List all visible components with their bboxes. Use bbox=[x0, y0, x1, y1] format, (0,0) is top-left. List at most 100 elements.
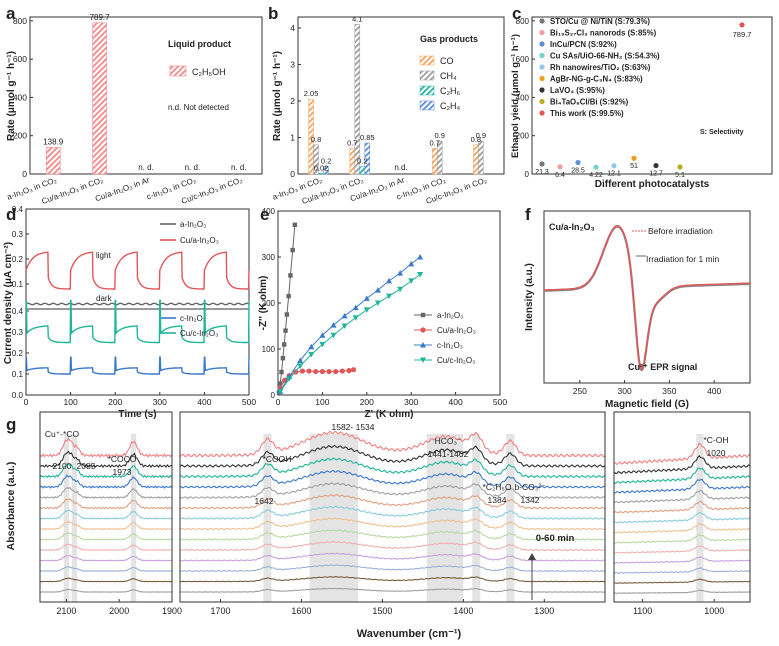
data-point bbox=[326, 368, 332, 375]
selectivity-note: S: Selectivity bbox=[700, 129, 744, 136]
bar-value-label: 0.9 bbox=[434, 131, 444, 140]
spectrum-trace bbox=[179, 552, 606, 562]
data-point bbox=[346, 368, 352, 374]
band-highlight bbox=[71, 434, 77, 602]
bar-co bbox=[431, 148, 438, 175]
legend-marker bbox=[539, 64, 545, 70]
axes-frame-c bbox=[531, 16, 773, 175]
legend-label-c: Cu SAs/UiO-66-NH₂ (S:54.3%) bbox=[550, 52, 660, 61]
y-tick-label-a: 200 bbox=[13, 131, 27, 141]
panel-label-f: f bbox=[525, 205, 531, 224]
data-point bbox=[417, 271, 424, 278]
note-nd: n.d. Not detected bbox=[168, 103, 229, 112]
annotation-irradiation: Irradiation for 1 min bbox=[646, 254, 719, 264]
spectrum-trace bbox=[613, 567, 751, 574]
spectrum-trace bbox=[613, 489, 751, 504]
legend-label-e: a-In₂O₃ bbox=[437, 311, 463, 320]
x-tick-label-g: 1100 bbox=[633, 606, 652, 616]
axes-frame-a bbox=[29, 16, 263, 175]
band-label: 2100 bbox=[53, 461, 72, 471]
data-point bbox=[297, 363, 304, 370]
band-label: 1342 bbox=[521, 495, 540, 505]
spectrum-trace bbox=[39, 486, 173, 500]
y-tick-label-e: 0 bbox=[271, 391, 276, 400]
x-tick-label-e: 400 bbox=[449, 397, 463, 407]
y-tick-label-a: 600 bbox=[13, 54, 27, 64]
legend-marker bbox=[539, 29, 545, 36]
bar-ch4 bbox=[436, 140, 443, 175]
series-line bbox=[544, 225, 750, 371]
x-tick-label-e: 200 bbox=[360, 397, 374, 407]
x-tick-label-e: 500 bbox=[493, 397, 507, 407]
panel-label-d: d bbox=[6, 205, 16, 224]
data-point bbox=[352, 304, 359, 311]
bar-value-label: 0.2 bbox=[357, 157, 367, 166]
x-tick-label-e: 100 bbox=[315, 397, 329, 407]
legend-marker bbox=[539, 87, 545, 93]
bar-c2h6 bbox=[359, 166, 366, 175]
data-point bbox=[352, 315, 359, 321]
data-point bbox=[408, 278, 415, 284]
data-point bbox=[282, 342, 287, 347]
y-tick-label-b: 0 bbox=[290, 169, 295, 179]
data-point bbox=[386, 277, 392, 284]
band-highlight bbox=[263, 434, 272, 602]
data-point bbox=[277, 389, 284, 395]
panel-label-e: e bbox=[260, 205, 269, 224]
bar-ethanol bbox=[92, 22, 107, 175]
data-point bbox=[286, 293, 291, 299]
spectrum-trace bbox=[179, 482, 606, 499]
data-point bbox=[279, 369, 284, 375]
legend-label-c: Rh nanowires/TiO₂ (S:63%) bbox=[550, 63, 651, 72]
y-tick-label-e: 300 bbox=[262, 253, 276, 262]
y-tick-label-c: 400 bbox=[516, 93, 530, 102]
spectrum-trace bbox=[39, 450, 173, 469]
bar-value-label: 0.8 bbox=[471, 135, 481, 144]
nd-label: n. d. bbox=[185, 163, 201, 172]
y-tick-label-b: 3 bbox=[290, 59, 295, 69]
time-arrow-head bbox=[528, 553, 536, 560]
band-label: 1384 bbox=[488, 495, 507, 505]
x-tick-label-d: 300 bbox=[153, 397, 167, 407]
data-point bbox=[397, 270, 404, 276]
y-tick-label-c: 200 bbox=[516, 132, 530, 141]
y-tick-label-c: 600 bbox=[516, 55, 530, 64]
annotation-before: Before irradiation bbox=[648, 226, 713, 236]
panel-label-b: b bbox=[268, 4, 278, 23]
x-tick-label-g: 1300 bbox=[534, 606, 554, 616]
spectrum-trace bbox=[613, 454, 751, 475]
legend-label-c: InCu/PCN (S:92%) bbox=[550, 40, 617, 49]
bar-ch4 bbox=[354, 24, 361, 175]
data-point bbox=[319, 368, 325, 375]
legend-marker bbox=[539, 98, 545, 105]
y-axis-label-d: Current density (μA cm⁻²) bbox=[3, 242, 14, 364]
legend-label-d: Cu/a-In₂O₃ bbox=[180, 236, 219, 245]
scatter-point bbox=[539, 161, 545, 167]
bar-c2h6 bbox=[318, 173, 324, 175]
series-line bbox=[25, 299, 250, 344]
nd-label: n.d. bbox=[394, 163, 407, 172]
annotation-dark: dark bbox=[96, 294, 113, 303]
x-tick-label-e: 0 bbox=[276, 397, 281, 407]
spectrum-trace bbox=[40, 554, 173, 562]
spectrum-trace bbox=[179, 540, 605, 552]
x-axis-label-g: Wavenumber (cm⁻¹) bbox=[357, 628, 462, 640]
data-point bbox=[299, 368, 306, 374]
band-label: 1973 bbox=[113, 467, 132, 477]
spectrum-trace bbox=[179, 517, 606, 531]
legend-swatch-ethanol bbox=[169, 65, 187, 77]
y-tick-label-d: 0.2 bbox=[12, 349, 24, 358]
legend-marker bbox=[420, 342, 426, 348]
bar-value-label: 789.7 bbox=[90, 13, 111, 22]
bar-ch4 bbox=[313, 144, 319, 175]
point-value-label: 21.3 bbox=[535, 169, 549, 176]
x-tick-label-f: 250 bbox=[573, 386, 587, 396]
scatter-point bbox=[631, 155, 637, 161]
nd-label: n. d. bbox=[231, 163, 247, 172]
y-axis-label-e: -Z'' (K ohm) bbox=[258, 276, 269, 331]
band-label: 1642 bbox=[255, 496, 274, 506]
time-range-label: 0-60 min bbox=[536, 533, 575, 544]
y-tick-label-a: 0 bbox=[22, 169, 27, 179]
data-point bbox=[306, 368, 312, 374]
